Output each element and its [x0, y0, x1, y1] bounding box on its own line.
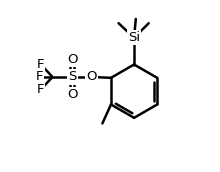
- Text: F: F: [36, 71, 43, 83]
- Text: S: S: [68, 71, 77, 83]
- Text: O: O: [67, 88, 77, 101]
- Text: F: F: [37, 83, 44, 96]
- Text: O: O: [67, 53, 77, 66]
- Text: F: F: [37, 58, 44, 71]
- Text: Si: Si: [128, 31, 140, 44]
- Text: O: O: [86, 71, 96, 83]
